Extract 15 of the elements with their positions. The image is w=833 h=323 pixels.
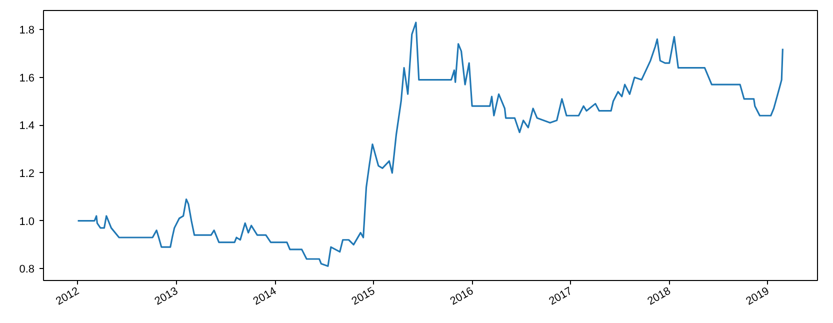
y-tick-label: 1.6 — [19, 72, 35, 84]
y-tick-label: 1.4 — [19, 120, 35, 132]
x-tick-label: 2017 — [547, 285, 574, 308]
x-tick-label: 2018 — [646, 285, 673, 308]
line-series — [76, 22, 784, 267]
x-tick-label: 2013 — [152, 285, 180, 308]
y-tick-label: 1.0 — [19, 216, 35, 228]
y-tick-label: 1.8 — [19, 24, 35, 37]
y-tick-label: 0.8 — [19, 264, 35, 276]
x-tick-label: 2016 — [448, 285, 476, 308]
x-tick-label: 2019 — [744, 285, 772, 308]
y-tick-label: 1.2 — [19, 168, 35, 180]
x-tick-label: 2015 — [350, 285, 378, 308]
x-tick-label: 2014 — [251, 285, 279, 308]
x-tick-label: 2012 — [54, 285, 82, 308]
